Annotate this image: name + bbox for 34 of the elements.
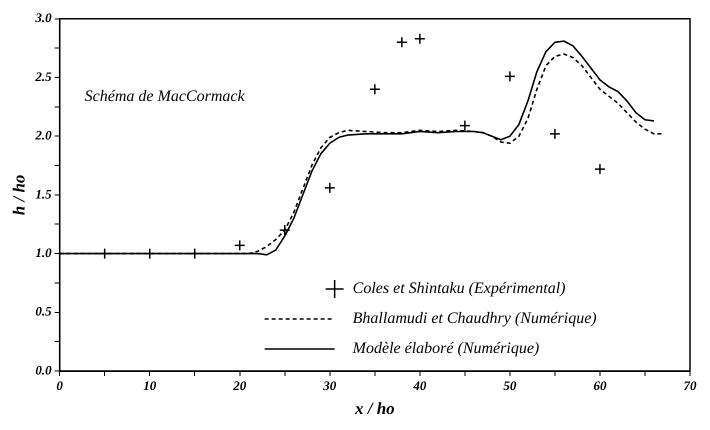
x-tick-label: 20 [232,378,247,394]
y-tick-label: 0.5 [35,304,52,319]
point [98,248,110,260]
y-tick-label: 2.0 [34,128,52,143]
legend-label: Modèle élaboré (Numérique) [352,340,540,358]
x-tick-label: 0 [56,378,64,394]
legend-label: Bhallamudi et Chaudhry (Numérique) [352,310,597,328]
point [549,128,561,140]
y-tick-label: 0.0 [35,362,52,378]
y-tick-label: 1.0 [35,244,52,260]
point [324,182,336,194]
point [414,33,426,45]
x-tick-label: 30 [322,378,337,394]
x-tick-label: 60 [593,378,607,394]
x-tick-label: 50 [503,378,517,394]
point [144,248,156,260]
point [594,163,606,175]
point [396,36,408,48]
point [369,83,381,95]
point [504,70,516,82]
annotation: Schéma de MacCormack [84,88,246,106]
point [234,240,246,252]
legend-label: Coles et Shintaku (Expérimental) [352,280,566,298]
y-tick-label: 3.0 [34,10,52,26]
y-tick-label: 2.5 [34,68,52,84]
x-axis-title: x / ho [354,399,395,418]
x-tick-label: 40 [412,378,427,394]
point [279,224,291,236]
point [188,248,200,260]
x-tick-label: 10 [143,378,157,394]
x-tick-label: 70 [684,378,697,394]
point [459,120,471,132]
y-tick-label: 1.5 [35,186,52,202]
y-axis-title: h / ho [10,174,29,216]
